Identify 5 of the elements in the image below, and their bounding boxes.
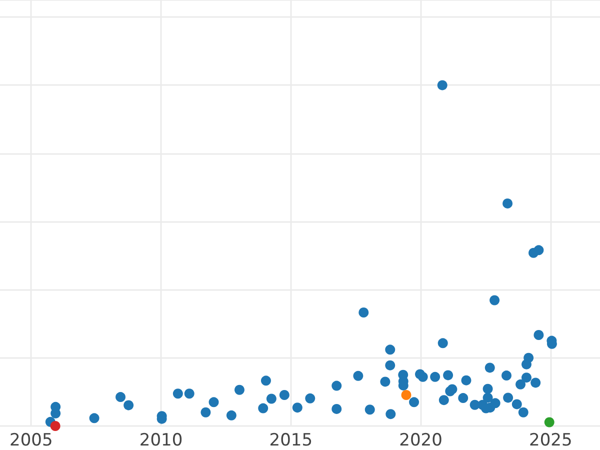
x-tick-label: 2010 — [139, 430, 183, 450]
x-tick-label: 2015 — [269, 430, 313, 450]
x-tick-label: 2025 — [529, 430, 572, 450]
x-tick-label: 2020 — [399, 430, 442, 450]
x-tick-label: 2005 — [10, 430, 53, 450]
